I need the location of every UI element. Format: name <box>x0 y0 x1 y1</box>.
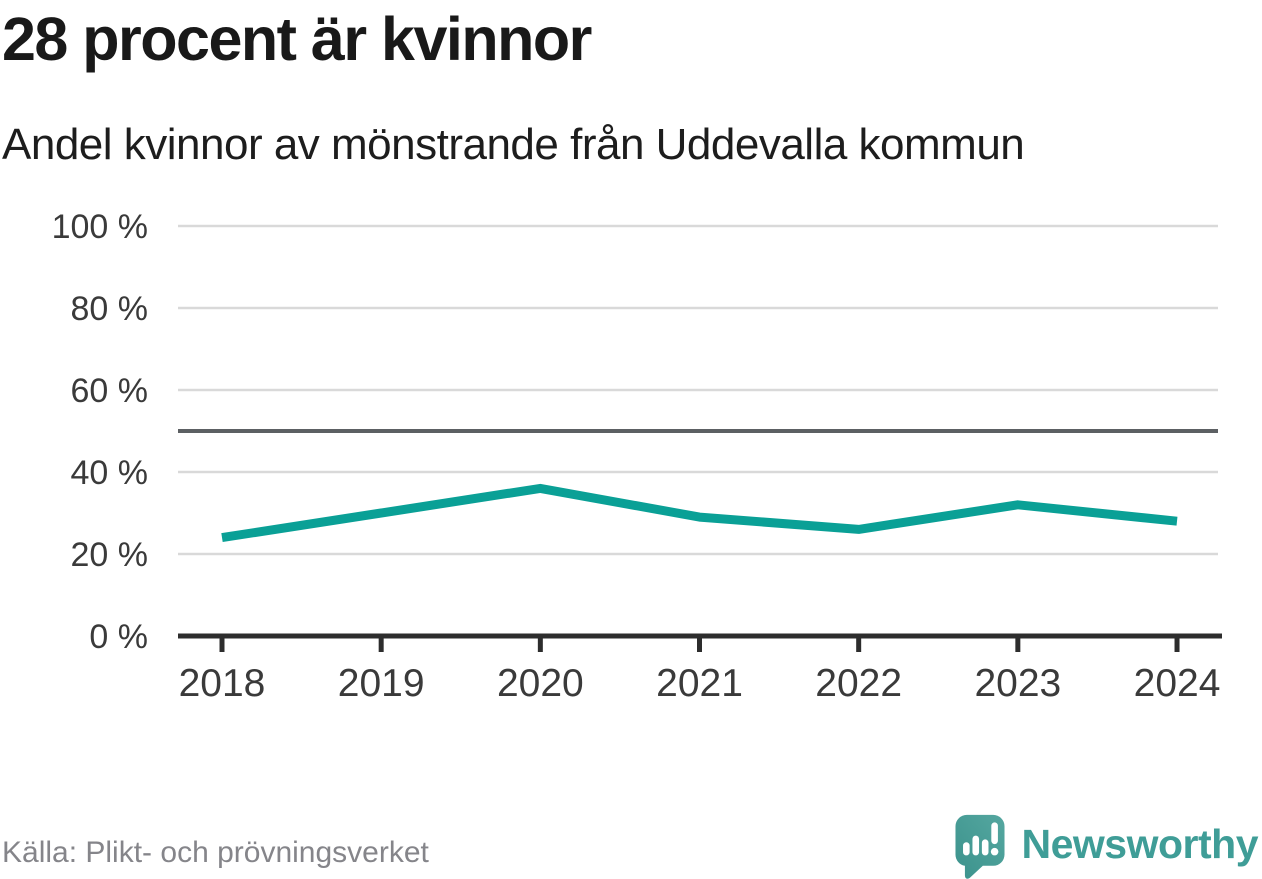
y-axis-tick-label: 100 % <box>52 208 148 246</box>
y-axis-tick-label: 40 % <box>71 454 149 492</box>
page-title: 28 procent är kvinnor <box>2 5 592 73</box>
page-subtitle: Andel kvinnor av mönstrande från Uddeval… <box>2 120 1025 169</box>
x-axis-tick-label: 2023 <box>974 662 1061 705</box>
x-axis-tick-label: 2021 <box>656 662 743 705</box>
x-axis-tick-label: 2020 <box>497 662 584 705</box>
newsworthy-logo-icon <box>954 814 1005 879</box>
x-axis-tick-label: 2019 <box>338 662 425 705</box>
source-attribution: Källa: Plikt- och prövningsverket <box>2 836 429 869</box>
brand-logo: Newsworthy <box>951 814 1259 879</box>
x-axis-tick-label: 2018 <box>179 662 266 705</box>
x-axis-tick-label: 2024 <box>1134 662 1221 705</box>
data-line-share-of-women <box>221 483 1178 543</box>
y-axis-tick-label: 20 % <box>71 536 149 574</box>
brand-name: Newsworthy <box>1021 820 1259 867</box>
y-axis-tick-label: 80 % <box>71 290 149 328</box>
x-axis-tick-label: 2022 <box>815 662 902 705</box>
y-axis-tick-label: 60 % <box>71 372 149 410</box>
y-axis-tick-label: 0 % <box>89 618 148 656</box>
line-chart: 0 % 20 % 40 % 60 % 80 % 100 % 2018 2019 2020 2021… <box>52 208 1222 705</box>
